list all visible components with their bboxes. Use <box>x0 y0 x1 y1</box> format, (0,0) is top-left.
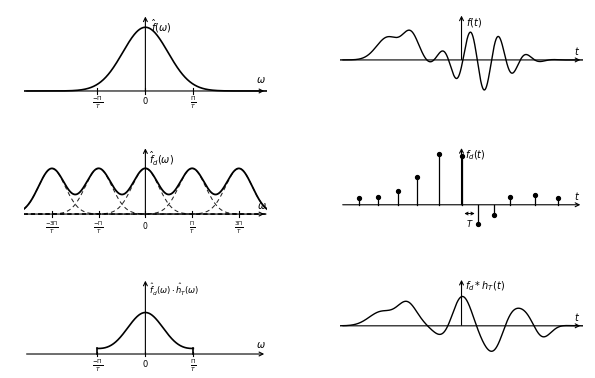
Text: $0$: $0$ <box>142 95 149 106</box>
Text: $\hat{f}_d(\omega) \cdot \hat{h}_T(\omega)$: $\hat{f}_d(\omega) \cdot \hat{h}_T(\omeg… <box>149 282 200 298</box>
Text: $\frac{\Pi}{T}$: $\frac{\Pi}{T}$ <box>190 95 196 111</box>
Text: $t$: $t$ <box>574 311 580 323</box>
Text: $t$: $t$ <box>574 190 580 202</box>
Text: $0$: $0$ <box>142 358 149 369</box>
Text: $\frac{-3\Pi}{T}$: $\frac{-3\Pi}{T}$ <box>45 220 59 236</box>
Text: $\frac{\Pi}{T}$: $\frac{\Pi}{T}$ <box>189 220 195 236</box>
Text: $\frac{3\Pi}{T}$: $\frac{3\Pi}{T}$ <box>234 220 243 236</box>
Text: $f_d * h_T(t)$: $f_d * h_T(t)$ <box>465 279 505 293</box>
Text: $\frac{-\Pi}{T}$: $\frac{-\Pi}{T}$ <box>92 358 103 374</box>
Text: $\hat{f}_d(\omega)$: $\hat{f}_d(\omega)$ <box>149 149 174 167</box>
Text: $\omega$: $\omega$ <box>256 341 265 350</box>
Text: $t$: $t$ <box>574 45 580 57</box>
Text: $\omega$: $\omega$ <box>256 75 265 85</box>
Text: $\omega$: $\omega$ <box>258 201 267 211</box>
Text: $f(t)$: $f(t)$ <box>466 16 483 29</box>
Text: $\frac{-\Pi}{T}$: $\frac{-\Pi}{T}$ <box>93 220 104 236</box>
Text: $\frac{\Pi}{T}$: $\frac{\Pi}{T}$ <box>190 358 196 374</box>
Text: $\hat{f}(\omega)$: $\hat{f}(\omega)$ <box>151 18 171 35</box>
Text: $T$: $T$ <box>466 218 474 229</box>
Text: $0$: $0$ <box>142 220 149 231</box>
Text: $\frac{-\Pi}{T}$: $\frac{-\Pi}{T}$ <box>92 95 103 111</box>
Text: $f_d(t)$: $f_d(t)$ <box>465 148 486 162</box>
